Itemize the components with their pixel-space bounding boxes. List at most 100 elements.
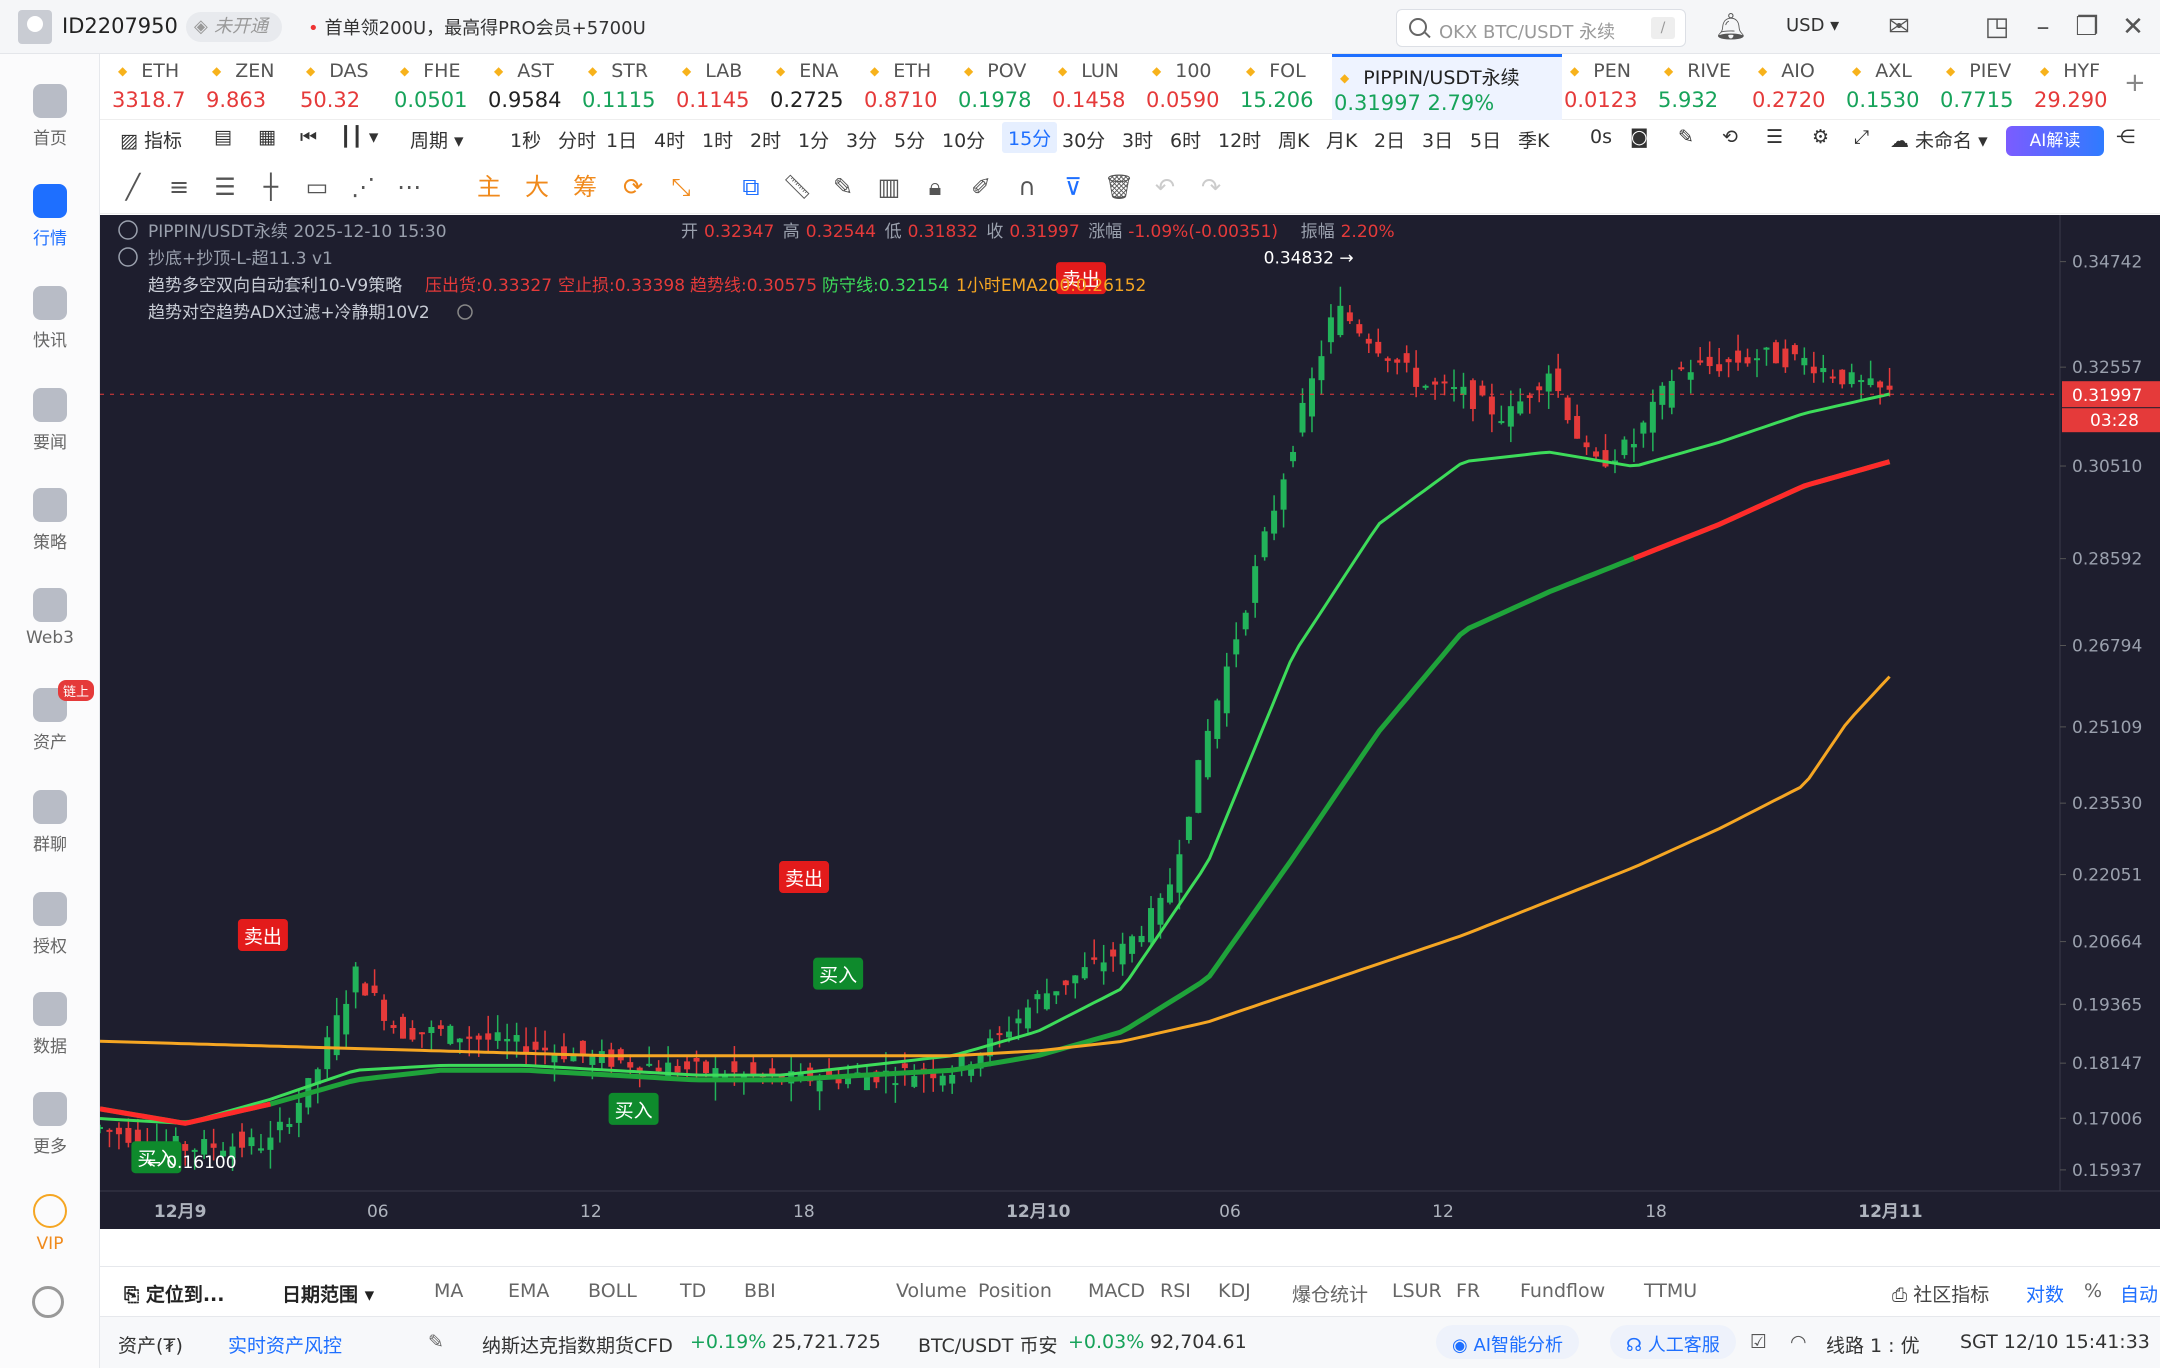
nav-item-5[interactable]: Web3 (0, 588, 100, 668)
main-indicator-td[interactable]: TD (680, 1280, 707, 1302)
redo-icon[interactable]: ↷ (1200, 173, 1222, 201)
more-dots-icon[interactable]: ⋯ (397, 173, 421, 201)
interval-1日[interactable]: 1日 (606, 130, 638, 152)
assets-label[interactable]: 资产(₮) (118, 1335, 183, 1357)
interval-2时[interactable]: 2时 (750, 130, 782, 152)
undo-icon[interactable]: ↶ (1154, 173, 1176, 201)
ai-interpret-button[interactable]: AI解读 (2006, 126, 2104, 156)
btc-name[interactable]: BTC/USDT 币安 (918, 1335, 1058, 1357)
fullscreen-icon[interactable]: ⤢ (1854, 126, 1870, 148)
ticker-tab[interactable]: FOL 15.206 (1238, 54, 1332, 120)
ticker-tab[interactable]: LUN 0.1458 (1050, 54, 1144, 120)
ticker-tab[interactable]: ENA 0.2725 (768, 54, 862, 120)
feedback-icon[interactable]: ☑ (1750, 1331, 1768, 1353)
main-force-button[interactable]: 主 (477, 173, 501, 201)
chart-canvas[interactable]: 0.34742 0.32557 0.30510 0.28592 0.26794 0.251… (100, 215, 2160, 1229)
indicator-button[interactable]: ▨ 指标 (120, 130, 183, 152)
interval-10分[interactable]: 10分 (942, 130, 986, 152)
search-input[interactable]: OKX BTC/USDT 永续 (1439, 22, 1616, 43)
membership-status-badge[interactable]: 未开通 (186, 12, 282, 42)
bell-icon[interactable]: 🔔︎ (1714, 12, 1748, 42)
sub-indicator-4[interactable]: KDJ (1218, 1280, 1251, 1302)
replay-seconds[interactable]: 0s (1590, 126, 1612, 148)
ticker-tab[interactable]: ETH 0.8710 (862, 54, 956, 120)
add-tab-icon[interactable]: + (2124, 68, 2146, 98)
ruler-icon[interactable]: 📏︎ (782, 173, 813, 201)
interval-4时[interactable]: 4时 (654, 130, 686, 152)
lock-icon[interactable]: 🔒︎ (928, 173, 942, 201)
nav-item-3[interactable]: 要闻 (0, 388, 100, 468)
nav-item-1[interactable]: 行情 (0, 184, 100, 264)
interval-季K[interactable]: 季K (1518, 130, 1550, 152)
support-button[interactable]: ☊ 人工客服 (1610, 1325, 1736, 1359)
log-scale-toggle[interactable]: 对数 (2026, 1284, 2065, 1306)
main-indicator-boll[interactable]: BOLL (588, 1280, 637, 1302)
measure-icon[interactable]: ⤡ (671, 173, 691, 201)
sub-indicator-6[interactable]: LSUR (1392, 1280, 1442, 1302)
interval-3分[interactable]: 3分 (846, 130, 878, 152)
filter-icon[interactable]: ⊽ (1064, 173, 1082, 201)
ticker-tab[interactable]: LAB 0.1145 (674, 54, 768, 120)
alert-icon[interactable]: ⟲ (1722, 126, 1738, 148)
sub-indicator-1[interactable]: Position (978, 1280, 1052, 1302)
ticker-tab[interactable]: ETH 3318.7 (110, 54, 204, 120)
ticker-tab[interactable]: DAS 50.32 (298, 54, 392, 120)
currency-select[interactable]: USD ▾ (1786, 15, 1840, 36)
period-select[interactable]: 周期 ▾ (410, 130, 464, 152)
main-indicator-bbi[interactable]: BBI (744, 1280, 776, 1302)
ai-analysis-button[interactable]: ◉ AI智能分析 (1436, 1325, 1580, 1359)
auto-scale-toggle[interactable]: 自动 (2120, 1284, 2159, 1306)
sub-indicator-5[interactable]: 爆仓统计 (1292, 1284, 1369, 1306)
ticker-tab[interactable]: 100 0.0590 (1144, 54, 1238, 120)
grid-layout-icon[interactable]: ▦ (258, 126, 276, 148)
interval-分时[interactable]: 分时 (558, 130, 597, 152)
trendline-icon[interactable]: ╱ (125, 173, 141, 201)
notes-icon[interactable]: ✐ (970, 173, 992, 201)
hline-icon[interactable]: ☰ (214, 173, 236, 201)
community-indicator-button[interactable]: ⎙ 社区指标 (1892, 1284, 1990, 1306)
list-icon[interactable]: ☰ (1766, 126, 1784, 148)
interval-12时[interactable]: 12时 (1218, 130, 1262, 152)
interval-15分[interactable]: 15分 (1002, 122, 1058, 153)
restore-icon[interactable]: ❐ (2075, 12, 2099, 42)
ticker-tab[interactable]: STR 0.1115 (580, 54, 674, 120)
nav-item-7[interactable]: 群聊 (0, 790, 100, 870)
camera-icon[interactable]: ◙ (1630, 126, 1649, 148)
bars-pattern-icon[interactable]: ▥ (877, 173, 901, 201)
pen-icon[interactable]: ✎ (1678, 126, 1694, 148)
layout-name[interactable]: ☁ 未命名 ▾ (1890, 130, 1988, 152)
interval-月K[interactable]: 月K (1326, 130, 1358, 152)
rect-icon[interactable]: ▭ (305, 173, 329, 201)
ticker-tab[interactable]: POV 0.1978 (956, 54, 1050, 120)
chip-button[interactable]: 筹 (573, 173, 597, 201)
calendar-icon[interactable]: ▤ (214, 126, 232, 148)
ray-icon[interactable]: ┼ (263, 173, 279, 201)
interval-1分[interactable]: 1分 (798, 130, 830, 152)
nav-item-10[interactable]: 更多 (0, 1092, 100, 1172)
settings-icon[interactable]: ⚙ (1812, 126, 1830, 148)
nav-item-8[interactable]: 授权 (0, 892, 100, 972)
main-indicator-ema[interactable]: EMA (508, 1280, 550, 1302)
minimize-icon[interactable]: – (2036, 12, 2050, 42)
nav-item-11[interactable]: VIP (0, 1194, 100, 1274)
interval-2日[interactable]: 2日 (1374, 130, 1406, 152)
fib-icon[interactable]: ⋰ (351, 173, 375, 201)
share-icon[interactable]: ⋲ (2116, 126, 2135, 148)
search-box[interactable]: OKX BTC/USDT 永续 / (1396, 9, 1686, 47)
interval-1秒[interactable]: 1秒 (510, 130, 542, 152)
interval-30分[interactable]: 30分 (1062, 130, 1106, 152)
ticker-tab[interactable]: ZEN 9.863 (204, 54, 298, 120)
ticker-tab[interactable]: HYF 29.290 (2032, 54, 2126, 120)
parallel-icon[interactable]: ≡ (168, 173, 190, 201)
interval-3日[interactable]: 3日 (1422, 130, 1454, 152)
big-order-button[interactable]: 大 (525, 173, 549, 201)
copy-chart-icon[interactable]: ⧉ (742, 173, 760, 201)
sub-indicator-3[interactable]: RSI (1160, 1280, 1191, 1302)
network-line[interactable]: 线路 1 : 优 (1826, 1335, 1920, 1357)
user-id[interactable]: ID2207950 (62, 14, 178, 38)
sub-indicator-7[interactable]: FR (1456, 1280, 1481, 1302)
mail-icon[interactable]: ✉ (1888, 12, 1910, 42)
trash-icon[interactable]: 🗑︎ (1104, 173, 1135, 201)
sub-indicator-0[interactable]: Volume (896, 1280, 967, 1302)
